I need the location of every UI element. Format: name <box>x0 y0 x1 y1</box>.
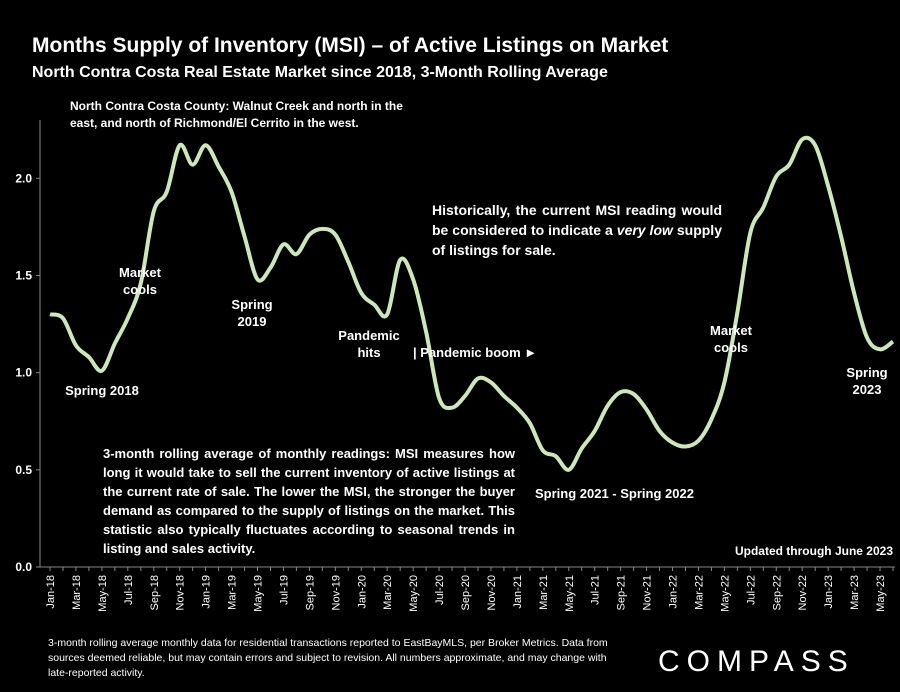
x-tick-label: May-20 <box>408 575 420 612</box>
x-tick-label: May-21 <box>564 575 576 612</box>
x-tick-label: Mar-23 <box>849 575 861 610</box>
y-tick-label: 1.5 <box>15 268 32 282</box>
x-tick-label: Nov-22 <box>797 575 809 610</box>
x-tick-label: Mar-22 <box>693 575 705 610</box>
annotation: | Pandemic boom ► <box>413 345 538 360</box>
x-tick-label: Mar-20 <box>382 575 394 610</box>
x-tick-label: Sep-20 <box>460 575 472 610</box>
x-tick-label: Sep-22 <box>771 575 783 610</box>
x-tick-label: Nov-18 <box>175 575 187 610</box>
x-tick-label: Jul-19 <box>278 575 290 605</box>
x-tick-label: May-22 <box>719 575 731 612</box>
annotation: Spring 2018 <box>65 383 139 398</box>
x-tick-label: Jan-20 <box>356 575 368 609</box>
x-tick-label: May-19 <box>253 575 265 612</box>
x-tick-label: Jul-20 <box>434 575 446 605</box>
x-tick-label: Jan-21 <box>512 575 524 609</box>
annotation: North Contra Costa County: Walnut Creek … <box>70 99 403 130</box>
x-tick-label: Nov-19 <box>330 575 342 610</box>
x-tick-label: Sep-21 <box>616 575 628 610</box>
note-part: very low <box>616 222 673 238</box>
note-part: supply of listings for sale. <box>432 222 722 258</box>
x-tick-label: Sep-19 <box>304 575 316 610</box>
x-tick-label: Nov-20 <box>486 575 498 610</box>
historical-note: Historically, the current MSI reading wo… <box>432 200 722 260</box>
x-tick-label: Jan-23 <box>823 575 835 609</box>
annotation: Spring 2023 <box>846 365 888 397</box>
note-part: Historically, the current MSI reading wo… <box>432 202 722 238</box>
x-tick-label: Jul-22 <box>745 575 757 605</box>
x-tick-label: Sep-18 <box>149 575 161 610</box>
x-tick-label: Jul-18 <box>123 575 135 605</box>
x-tick-label: Mar-19 <box>227 575 239 610</box>
x-tick-label: Mar-18 <box>71 575 83 610</box>
x-tick-label: Jul-21 <box>590 575 602 605</box>
y-tick-label: 0.5 <box>15 463 32 477</box>
annotation: Market cools <box>119 265 161 297</box>
x-tick-label: Jan-22 <box>668 575 680 609</box>
x-tick-label: Jan-18 <box>45 575 57 609</box>
footnote: 3-month rolling average monthly data for… <box>48 637 608 679</box>
annotation: Spring 2019 <box>231 297 273 329</box>
x-tick-label: Nov-21 <box>642 575 654 610</box>
y-tick-label: 1.0 <box>15 366 32 380</box>
x-tick-label: Mar-21 <box>538 575 550 610</box>
annotation: Market cools <box>710 323 752 355</box>
chart-title: Months Supply of Inventory (MSI) – of Ac… <box>32 34 669 57</box>
x-tick-label: May-23 <box>875 575 887 612</box>
annotation: Spring 2021 - Spring 2022 <box>535 486 694 501</box>
annotation: 3-month rolling average of monthly readi… <box>103 446 515 556</box>
logo: COMPASS <box>658 645 855 678</box>
y-tick-label: 2.0 <box>15 171 32 185</box>
annotation: Updated through June 2023 <box>734 544 893 558</box>
chart-subtitle: North Contra Costa Real Estate Market si… <box>32 64 608 81</box>
y-tick-label: 0.0 <box>15 560 32 574</box>
annotation: Pandemic hits <box>338 328 400 360</box>
msi-line <box>49 135 895 472</box>
x-tick-label: May-18 <box>97 575 109 612</box>
x-tick-label: Jan-19 <box>201 575 213 609</box>
